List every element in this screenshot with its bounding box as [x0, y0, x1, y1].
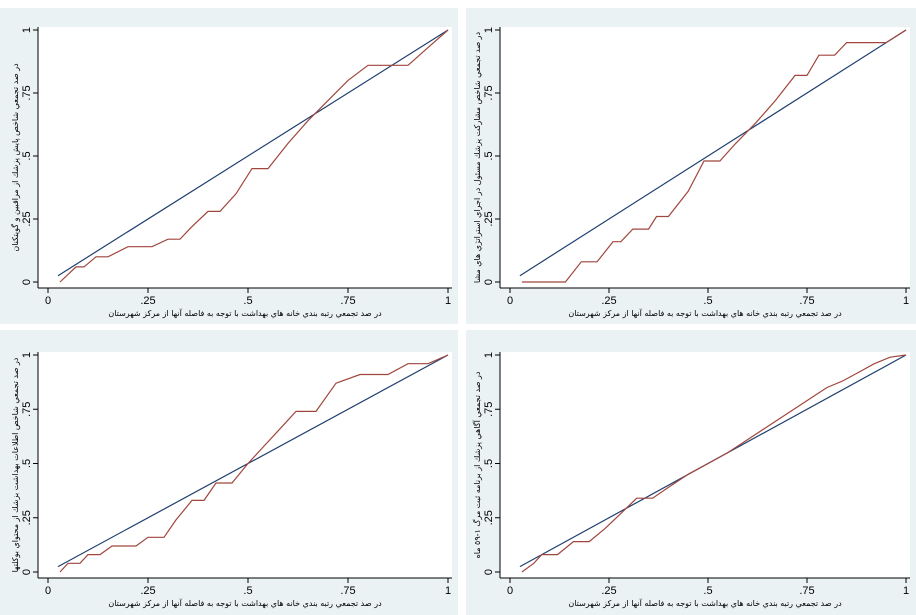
x-tick-label: 1	[903, 295, 909, 307]
concentration-curve	[59, 354, 449, 573]
y-tick-label: .75	[21, 402, 33, 417]
y-tick-label: 1	[483, 27, 495, 33]
concentration-curve	[521, 29, 907, 283]
x-tick-label: .25	[140, 295, 155, 307]
y-tick-label: .5	[21, 459, 33, 468]
x-tick-label: .75	[340, 295, 355, 307]
x-tick-label: 0	[507, 585, 513, 597]
y-tick-label: .25	[21, 211, 33, 226]
x-tick-label: .75	[799, 585, 814, 597]
x-tick-label: .5	[243, 295, 252, 307]
x-tick-label: .5	[703, 585, 712, 597]
equality-line	[519, 29, 907, 277]
chart-svg: 0 .25 .5 .75 1 0 .25 .5 .75 1 در صد تجمعي رتبه بند…	[10, 27, 452, 318]
x-tick-label: .5	[703, 295, 712, 307]
y-tick-label: .75	[483, 402, 495, 417]
chart-panel-top-right: 0 .25 .5 .75 1 0 .25 .5 .75 1 در صد تجمعي رتبه بند…	[466, 8, 916, 324]
x-axis-title: در صد تجمعي رتبه بندي خانه هاي بهداشت با…	[108, 308, 382, 318]
y-tick-label: 1	[21, 27, 33, 33]
y-tick-label: 1	[483, 352, 495, 358]
equality-line	[57, 354, 449, 568]
y-tick-label: .5	[21, 151, 33, 160]
x-tick-label: .25	[601, 585, 616, 597]
y-tick-label: 0	[483, 569, 495, 575]
y-tick-label: .5	[483, 151, 495, 160]
y-axis-title: در صد تجمعي شاخص پايش پزشك از مراقبين و …	[10, 63, 20, 252]
y-tick-label: 0	[483, 279, 495, 285]
y-tick-label: .25	[483, 211, 495, 226]
x-tick-label: 0	[507, 295, 513, 307]
chart-svg: 0 .25 .5 .75 1 0 .25 .5 .75 1 در صد تجمعي رتبه بند…	[11, 352, 452, 608]
x-tick-label: 1	[445, 585, 451, 597]
y-tick-label: .75	[21, 85, 33, 100]
y-tick-label: .25	[483, 510, 495, 525]
y-axis-title: در صد تجمعي شاخص اطلاعات بهداشت بزشك از …	[11, 357, 20, 572]
y-tick-label: .75	[483, 85, 495, 100]
x-axis-title: در صد تجمعي رتبه بندي خانه هاي بهداشت با…	[568, 598, 842, 608]
x-tick-label: 1	[445, 295, 451, 307]
y-axis-title: در صد تجمعي آگاهي پزشك از برنامه ثبت مرگ…	[472, 371, 482, 558]
concentration-curve	[521, 354, 907, 573]
y-tick-label: 0	[21, 569, 33, 575]
y-tick-label: .25	[21, 510, 33, 525]
chart-panel-top-left: 0 .25 .5 .75 1 0 .25 .5 .75 1 در صد تجمعي رتبه بند…	[0, 8, 458, 324]
x-tick-label: .75	[340, 585, 355, 597]
x-tick-label: 1	[903, 585, 909, 597]
chart-svg: 0 .25 .5 .75 1 0 .25 .5 .75 1 در صد تجمعي رتبه بند…	[472, 352, 910, 608]
x-tick-label: .25	[140, 585, 155, 597]
chart-svg: 0 .25 .5 .75 1 0 .25 .5 .75 1 در صد تجمعي رتبه بند…	[473, 27, 910, 318]
x-axis-title: در صد تجمعي رتبه بندي خانه هاي بهداشت با…	[568, 308, 842, 318]
chart-panel-bottom-left: 0 .25 .5 .75 1 0 .25 .5 .75 1 در صد تجمعي رتبه بند…	[0, 330, 458, 615]
x-tick-label: .75	[799, 295, 814, 307]
concentration-curve	[59, 29, 449, 283]
y-tick-label: .5	[483, 459, 495, 468]
x-tick-label: .25	[601, 295, 616, 307]
x-tick-label: 0	[45, 585, 51, 597]
x-tick-label: .5	[243, 585, 252, 597]
equality-line	[57, 29, 449, 277]
y-tick-label: 1	[21, 352, 33, 358]
x-tick-label: 0	[45, 295, 51, 307]
y-tick-label: 0	[21, 279, 33, 285]
chart-panel-bottom-right: 0 .25 .5 .75 1 0 .25 .5 .75 1 در صد تجمعي رتبه بند…	[466, 330, 916, 615]
y-axis-title: در صد تجمعي شاخص مشاركت پزشك مسئول در اج…	[473, 31, 482, 283]
x-axis-title: در صد تجمعي رتبه بندي خانه هاي بهداشت با…	[108, 598, 382, 608]
